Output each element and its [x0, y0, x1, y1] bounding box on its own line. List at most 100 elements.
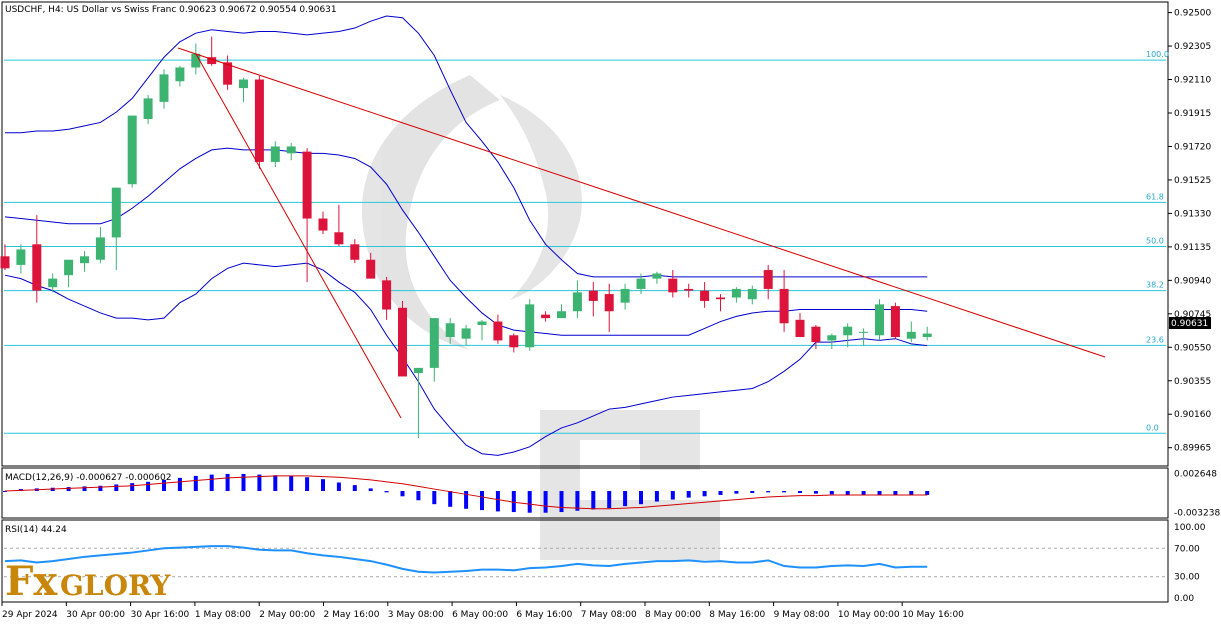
rsi-pane-frame [1, 519, 1169, 603]
candle-bear [890, 306, 900, 337]
candle-bear [811, 326, 821, 343]
macd-histogram-bar [798, 491, 802, 493]
candle-bear [382, 280, 392, 310]
macd-histogram-bar [336, 482, 341, 492]
rsi-axis: 100.00 70.00 30.00 0.00 [1174, 523, 1206, 604]
rsi-layer [4, 545, 1166, 578]
candle-bear [700, 290, 710, 301]
price-tick-label: 0.90160 [1174, 410, 1211, 420]
candle-bull [413, 367, 423, 374]
trendline-swing [195, 53, 402, 419]
macd-histogram-bar [654, 491, 659, 502]
candle-bull [827, 335, 837, 341]
macd-histogram-bar [591, 491, 596, 510]
candle-bear [223, 62, 233, 85]
candle-bull [95, 237, 105, 260]
macd-histogram-bar [829, 491, 834, 495]
time-tick-label: 6 May 16:00 [516, 610, 572, 620]
candle-bull [127, 115, 137, 185]
candle-bull [461, 328, 471, 339]
macd-histogram-bar [495, 491, 500, 512]
macd-histogram-bar [686, 491, 691, 498]
fib-label-50-0: 50.0 [1146, 237, 1164, 246]
candle-bull [80, 256, 89, 264]
candle-bull [843, 326, 853, 336]
candle-bull [525, 304, 535, 348]
price-axis: 0.92500 0.92305 0.92110 0.91915 0.91720 0.915… [1168, 9, 1211, 454]
candle-bull [239, 79, 248, 89]
macd-histogram-bar [607, 491, 612, 509]
rsi-tick-label: 0.00 [1174, 594, 1194, 604]
rsi-tick-label: 30.00 [1174, 573, 1200, 583]
price-tick-label: 0.92500 [1174, 9, 1211, 19]
time-tick-label: 8 May 16:00 [709, 610, 765, 620]
macd-histogram-bar [321, 479, 325, 492]
time-tick-label: 10 May 16:00 [902, 610, 964, 620]
time-tick-label: 10 May 00:00 [838, 610, 900, 620]
trendlines-layer [177, 47, 1106, 419]
candle-bull [906, 331, 916, 339]
fib-label-0-0: 0.0 [1146, 423, 1159, 432]
candle-bear [0, 256, 10, 269]
macd-histogram-bar [384, 491, 389, 493]
candle-bull [286, 146, 296, 154]
macd-histogram-bar [3, 491, 7, 493]
macd-tick-label: 0.002648 [1174, 470, 1217, 480]
macd-histogram-bar [559, 491, 564, 513]
fib-label-100-0: 100.0 [1146, 50, 1169, 59]
price-tick-label: 0.91720 [1174, 142, 1211, 152]
rsi-tick-label: 100.00 [1174, 523, 1206, 533]
candle-bull [270, 146, 280, 162]
candle-bull [477, 321, 487, 325]
macd-histogram-bar [861, 491, 866, 495]
macd-title: MACD(12,26,9) -0.000627 -0.000602 [5, 473, 171, 483]
candle-bull [48, 278, 58, 288]
candle-bull [143, 98, 153, 119]
current-price-label: 0.90631 [1171, 319, 1208, 329]
rsi-tick-label: 70.00 [1174, 544, 1200, 554]
price-tick-label: 0.91525 [1174, 176, 1211, 186]
time-tick-label: 2 May 16:00 [324, 610, 380, 620]
candle-bear [254, 79, 264, 162]
macd-pane-frame [1, 467, 1169, 519]
macd-histogram-bar [162, 479, 166, 492]
macd-histogram-bar [209, 474, 214, 492]
macd-histogram-bar [464, 491, 469, 509]
macd-histogram-bar [766, 491, 771, 493]
candle-bull [159, 74, 169, 102]
candle-bear [366, 259, 376, 279]
macd-histogram-bar [925, 491, 930, 495]
macd-histogram-bar [432, 491, 437, 505]
time-tick-label: 7 May 08:00 [581, 610, 637, 620]
candle-bull [875, 304, 884, 336]
candle-bear [684, 288, 694, 291]
candle-bear [668, 278, 678, 293]
macd-histogram-bar [114, 484, 119, 492]
macd-histogram-bar [527, 491, 532, 513]
macd-histogram-bar [368, 488, 373, 492]
candle-bear [541, 314, 551, 319]
time-tick-label: 3 May 08:00 [388, 610, 444, 620]
macd-histogram-bar [146, 481, 151, 492]
candle-bull [175, 67, 185, 82]
time-axis: 29 Apr 2024 30 Apr 00:00 30 Apr 16:00 1 May… [1, 602, 964, 620]
macd-layer [3, 473, 930, 513]
macd-axis: 0.002648 -0.003238 [1174, 470, 1220, 519]
time-tick-label: 9 May 08:00 [774, 610, 830, 620]
candle-bear [779, 288, 789, 324]
candle-bear [588, 290, 598, 301]
macd-histogram-bar [511, 491, 516, 513]
macd-histogram-bar [352, 485, 357, 492]
macd-histogram-bar [225, 473, 230, 492]
price-tick-label: 0.90550 [1174, 343, 1211, 353]
candle-bear [398, 307, 407, 377]
watermark-logo [361, 75, 720, 560]
macd-histogram-bar [130, 483, 135, 492]
candle-bull [445, 323, 455, 337]
candle-bear [32, 244, 42, 291]
macd-histogram-bar [575, 491, 580, 511]
macd-histogram-bar [718, 491, 723, 495]
trendline-descending [177, 47, 1106, 358]
